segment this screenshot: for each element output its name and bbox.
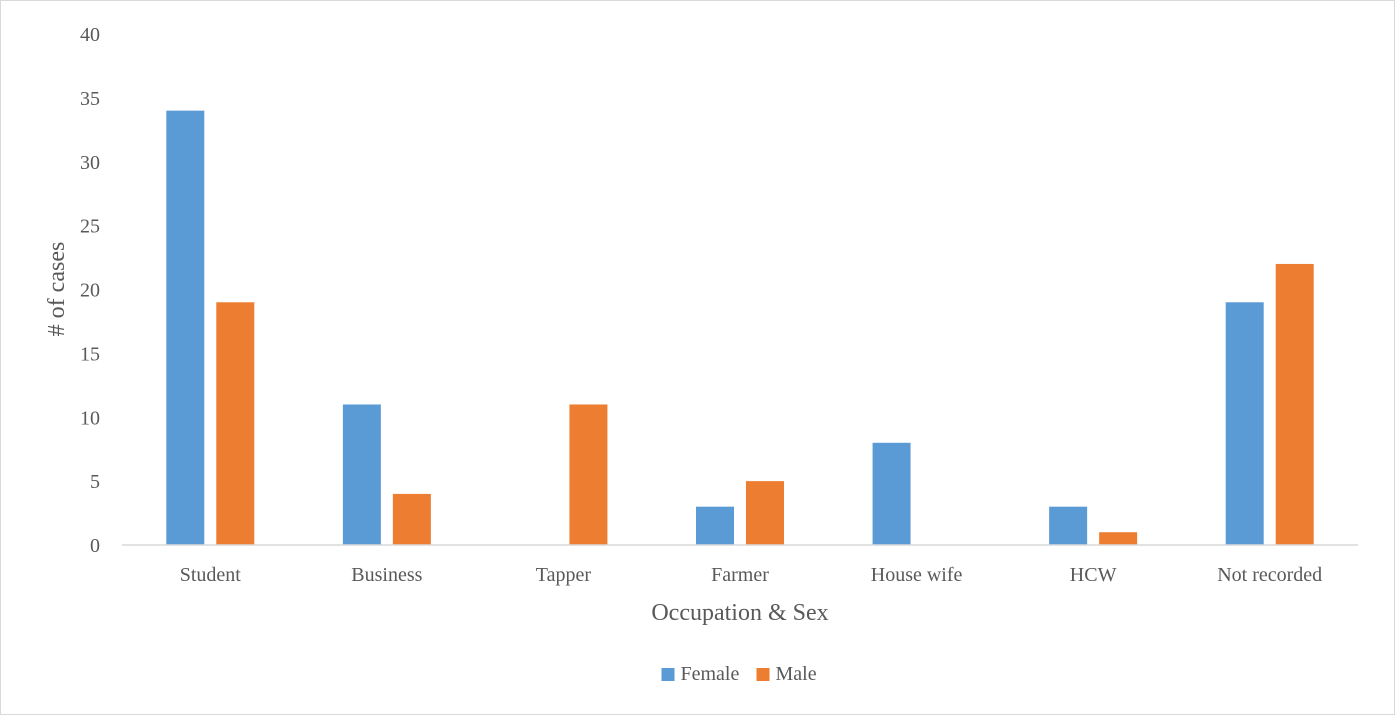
y-axis-title: # of cases [44,242,70,337]
y-tick-label: 15 [80,343,100,365]
bar-female-business [342,404,381,545]
y-tick-label: 35 [80,88,100,110]
y-tick-label: 25 [80,216,100,238]
bar-male-hcw [1099,532,1138,545]
bar-female-not-recorded [1225,302,1264,545]
x-tick-label: Not recorded [1217,564,1322,586]
x-tick-label: Farmer [711,564,769,586]
legend: Female Male [661,663,817,685]
legend-label-female: Female [681,663,740,685]
x-tick-labels: Student Business Tapper Farmer House wife HCW… [180,564,1322,586]
y-tick-labels: 0 5 10 15 20 25 30 35 40 [80,24,100,557]
y-tick-label: 0 [90,535,100,557]
y-tick-label: 30 [80,152,100,174]
x-tick-label: Business [351,564,422,586]
bar-male-student [216,302,255,545]
x-tick-label: Student [180,564,242,586]
legend-swatch-female [661,668,675,681]
legend-swatch-male [756,668,770,681]
y-tick-label: 20 [80,280,100,302]
x-tick-label: HCW [1070,564,1117,586]
bar-male-not-recorded [1275,263,1314,545]
bar-male-business [392,493,431,545]
y-tick-label: 40 [80,24,100,46]
legend-label-male: Male [776,663,817,685]
bar-male-tapper [569,404,608,545]
x-tick-label: House wife [871,564,963,586]
bars [166,110,1314,546]
bar-female-hcw [1049,506,1088,545]
bar-male-farmer [746,481,784,545]
x-axis-title: Occupation & Sex [651,600,828,626]
bar-female-farmer [696,506,734,545]
y-tick-label: 10 [80,407,100,429]
bar-female-student [166,110,205,546]
y-tick-label: 5 [90,471,100,493]
bar-female-house-wife [872,442,911,545]
x-tick-label: Tapper [536,564,592,586]
